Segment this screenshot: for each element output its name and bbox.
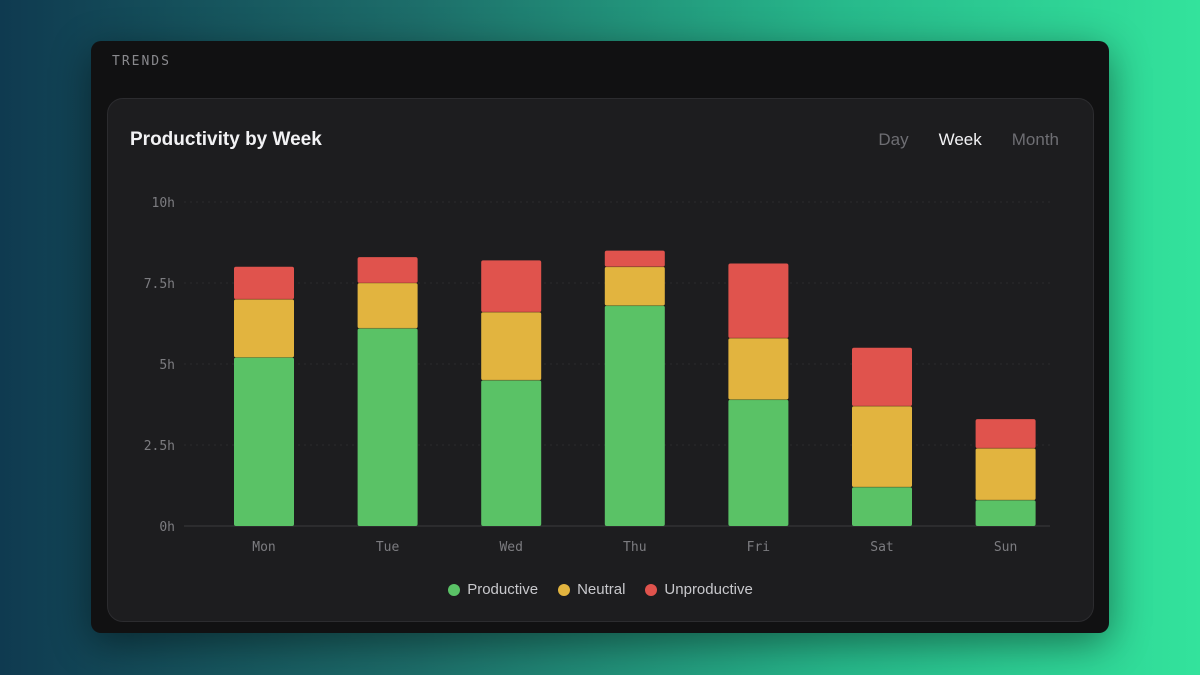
bar-wed-unproductive [481, 260, 542, 313]
legend-swatch-unproductive [645, 583, 658, 596]
bar-sun-productive [975, 500, 1036, 526]
x-tick-label: Thu [623, 540, 646, 555]
bar-thu-productive [604, 305, 665, 526]
legend-swatch-productive [448, 583, 461, 596]
tab-month[interactable]: Month [1011, 130, 1059, 149]
card-title: Productivity by Week [130, 129, 322, 150]
y-tick-label: 7.5h [144, 277, 175, 292]
time-range-tabs: Day Week Month [878, 130, 1059, 150]
legend-swatch-neutral [558, 583, 571, 596]
legend-label-neutral: Neutral [577, 581, 626, 598]
trends-window: TRENDS Productivity by Week Day Week Mon… [91, 41, 1109, 633]
legend-item-unproductive: Unproductive [645, 581, 753, 598]
x-tick-label: Sun [994, 540, 1017, 555]
bar-fri-unproductive [728, 263, 789, 339]
x-tick-label: Mon [252, 540, 275, 555]
bar-sat-unproductive [852, 347, 912, 407]
y-tick-label: 5h [159, 358, 175, 373]
y-tick-label: 0h [159, 520, 175, 535]
bar-sat-neutral [852, 406, 912, 488]
bar-mon-unproductive [234, 266, 294, 300]
bar-tue-productive [357, 328, 418, 526]
bar-wed-neutral [481, 312, 542, 381]
legend-item-neutral: Neutral [558, 581, 625, 598]
tab-week[interactable]: Week [938, 130, 982, 149]
bar-wed-productive [481, 380, 542, 526]
productivity-card: Productivity by Week Day Week Month 0h 2.… [107, 98, 1094, 622]
bar-fri-neutral [728, 338, 789, 400]
bar-tue-neutral [357, 283, 418, 329]
y-tick-label: 2.5h [144, 439, 175, 454]
legend-label-productive: Productive [467, 581, 539, 598]
bar-thu-neutral [604, 266, 665, 306]
x-tick-label: Tue [376, 540, 400, 555]
x-tick-label: Wed [499, 540, 522, 555]
legend-label-unproductive: Unproductive [664, 581, 753, 598]
bar-sun-neutral [975, 448, 1036, 501]
section-label: TRENDS [112, 54, 171, 69]
y-tick-label: 10h [152, 196, 175, 211]
bar-sun-unproductive [975, 419, 1036, 449]
x-tick-label: Fri [747, 540, 770, 555]
bar-mon-productive [234, 357, 294, 526]
chart-legend: Productive Neutral Unproductive [108, 581, 1093, 598]
bar-mon-neutral [234, 299, 294, 358]
tab-day[interactable]: Day [878, 130, 909, 149]
legend-item-productive: Productive [448, 581, 538, 598]
bar-thu-unproductive [604, 250, 665, 267]
x-tick-label: Sat [870, 540, 893, 555]
stacked-bar-chart: 0h 2.5h 5h 7.5h 10h Mon Tue Wed Thu Fri Sat Sun [144, 196, 1050, 555]
bar-fri-productive [728, 399, 789, 526]
bar-sat-productive [852, 487, 912, 526]
bar-tue-unproductive [357, 257, 418, 283]
